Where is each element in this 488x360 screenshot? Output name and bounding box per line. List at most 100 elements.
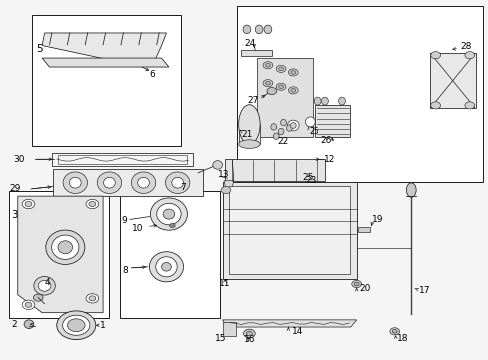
Text: 17: 17 [418,286,430,295]
Bar [222,321,236,336]
Ellipse shape [138,177,149,188]
Text: 30: 30 [13,155,24,164]
Circle shape [169,224,175,228]
Ellipse shape [273,133,279,139]
Circle shape [391,329,396,333]
Ellipse shape [212,161,222,169]
Text: 25: 25 [309,127,318,136]
Bar [58,155,187,163]
Polygon shape [256,58,312,137]
Text: 10: 10 [132,224,143,233]
Ellipse shape [406,183,415,197]
Ellipse shape [97,172,122,193]
Text: 19: 19 [371,215,383,224]
Circle shape [288,87,298,94]
Ellipse shape [171,177,183,188]
Ellipse shape [38,280,51,291]
Text: 21: 21 [241,130,252,139]
Text: 1: 1 [100,321,105,330]
Ellipse shape [264,25,271,34]
Circle shape [290,71,295,74]
Ellipse shape [287,120,299,131]
Text: 14: 14 [292,327,303,336]
Ellipse shape [157,203,181,225]
Circle shape [353,282,358,286]
Ellipse shape [305,117,315,127]
Ellipse shape [156,257,177,277]
Text: 25: 25 [302,173,313,182]
Circle shape [464,51,474,59]
Circle shape [278,85,283,89]
Circle shape [290,89,295,92]
Bar [228,186,349,274]
Text: 28: 28 [459,42,470,51]
Circle shape [276,83,285,90]
Ellipse shape [280,120,286,126]
Circle shape [246,331,252,336]
Bar [238,125,260,144]
Ellipse shape [131,172,156,193]
Ellipse shape [321,97,328,105]
Ellipse shape [67,319,85,332]
Circle shape [89,202,96,207]
Ellipse shape [52,235,79,260]
Bar [429,53,475,108]
Polygon shape [18,196,103,313]
Ellipse shape [58,241,73,254]
Bar [120,191,220,318]
Text: 18: 18 [396,334,407,343]
Text: 26: 26 [320,136,331,145]
Circle shape [89,296,96,301]
Circle shape [276,65,285,72]
Bar [357,226,369,232]
Text: 6: 6 [149,70,155,79]
Text: 29: 29 [9,184,21,193]
Text: 4: 4 [44,278,50,287]
Ellipse shape [290,123,296,129]
Ellipse shape [338,97,345,105]
Circle shape [266,87,276,95]
Ellipse shape [255,25,263,34]
Circle shape [86,294,99,303]
Ellipse shape [57,311,96,339]
Circle shape [389,328,399,335]
Text: 27: 27 [246,96,258,105]
Polygon shape [42,58,168,67]
Bar [52,153,193,166]
Text: 9: 9 [122,216,127,225]
Circle shape [430,102,440,109]
Ellipse shape [46,230,84,265]
Polygon shape [42,33,166,62]
Bar [53,169,203,196]
Text: 8: 8 [122,266,128,275]
Ellipse shape [33,294,43,301]
Circle shape [22,300,35,310]
Circle shape [278,67,283,71]
Bar [240,50,272,56]
Text: 24: 24 [244,39,255,48]
Circle shape [265,63,270,67]
Text: 22: 22 [277,137,288,146]
Ellipse shape [238,105,260,144]
Bar [222,182,356,279]
Ellipse shape [286,125,292,131]
Circle shape [351,280,361,288]
Text: 2: 2 [11,320,17,329]
Bar [315,105,349,137]
Ellipse shape [270,124,276,130]
Circle shape [86,199,99,209]
Text: 13: 13 [217,170,229,179]
Ellipse shape [34,276,55,295]
Polygon shape [224,181,233,189]
Polygon shape [222,320,356,327]
Bar [9,191,109,318]
Circle shape [22,199,35,209]
Circle shape [243,329,255,338]
Text: 15: 15 [215,334,226,343]
Ellipse shape [165,172,189,193]
Circle shape [25,302,32,307]
Ellipse shape [238,140,260,148]
Bar [237,6,483,182]
Ellipse shape [314,97,321,105]
Circle shape [288,69,298,76]
